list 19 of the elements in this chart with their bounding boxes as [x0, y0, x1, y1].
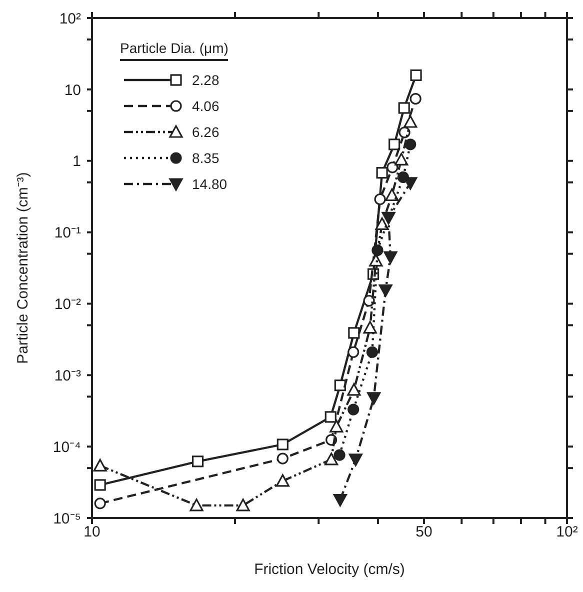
x-tick-label: 10²	[556, 524, 578, 541]
legend-label: 6.26	[192, 124, 220, 140]
x-tick-label: 10	[84, 524, 100, 541]
legend-label: 4.06	[192, 98, 220, 114]
legend-title: Particle Dia. (μm)	[120, 40, 228, 61]
y-tick-label: 10	[64, 82, 81, 99]
legend-label: 8.35	[192, 150, 220, 166]
y-tick-label: 10⁻⁴	[52, 438, 81, 456]
y-tick-label: 10⁻³	[54, 367, 81, 384]
x-tick-label: 50	[416, 524, 432, 541]
x-axis-title: Friction Velocity (cm/s)	[254, 561, 405, 578]
legend-label: 2.28	[192, 72, 220, 88]
y-tick-label: 10⁻²	[54, 296, 81, 314]
legend-label: 14.80	[192, 176, 228, 192]
y-axis-title: Particle Concentration (cm⁻³)	[14, 172, 32, 364]
y-tick-label: 10⁻¹	[54, 224, 81, 242]
y-tick-label: 10⁻⁵	[53, 510, 81, 528]
y-tick-label: 10²	[59, 10, 81, 28]
y-tick-label: 1	[72, 153, 81, 170]
